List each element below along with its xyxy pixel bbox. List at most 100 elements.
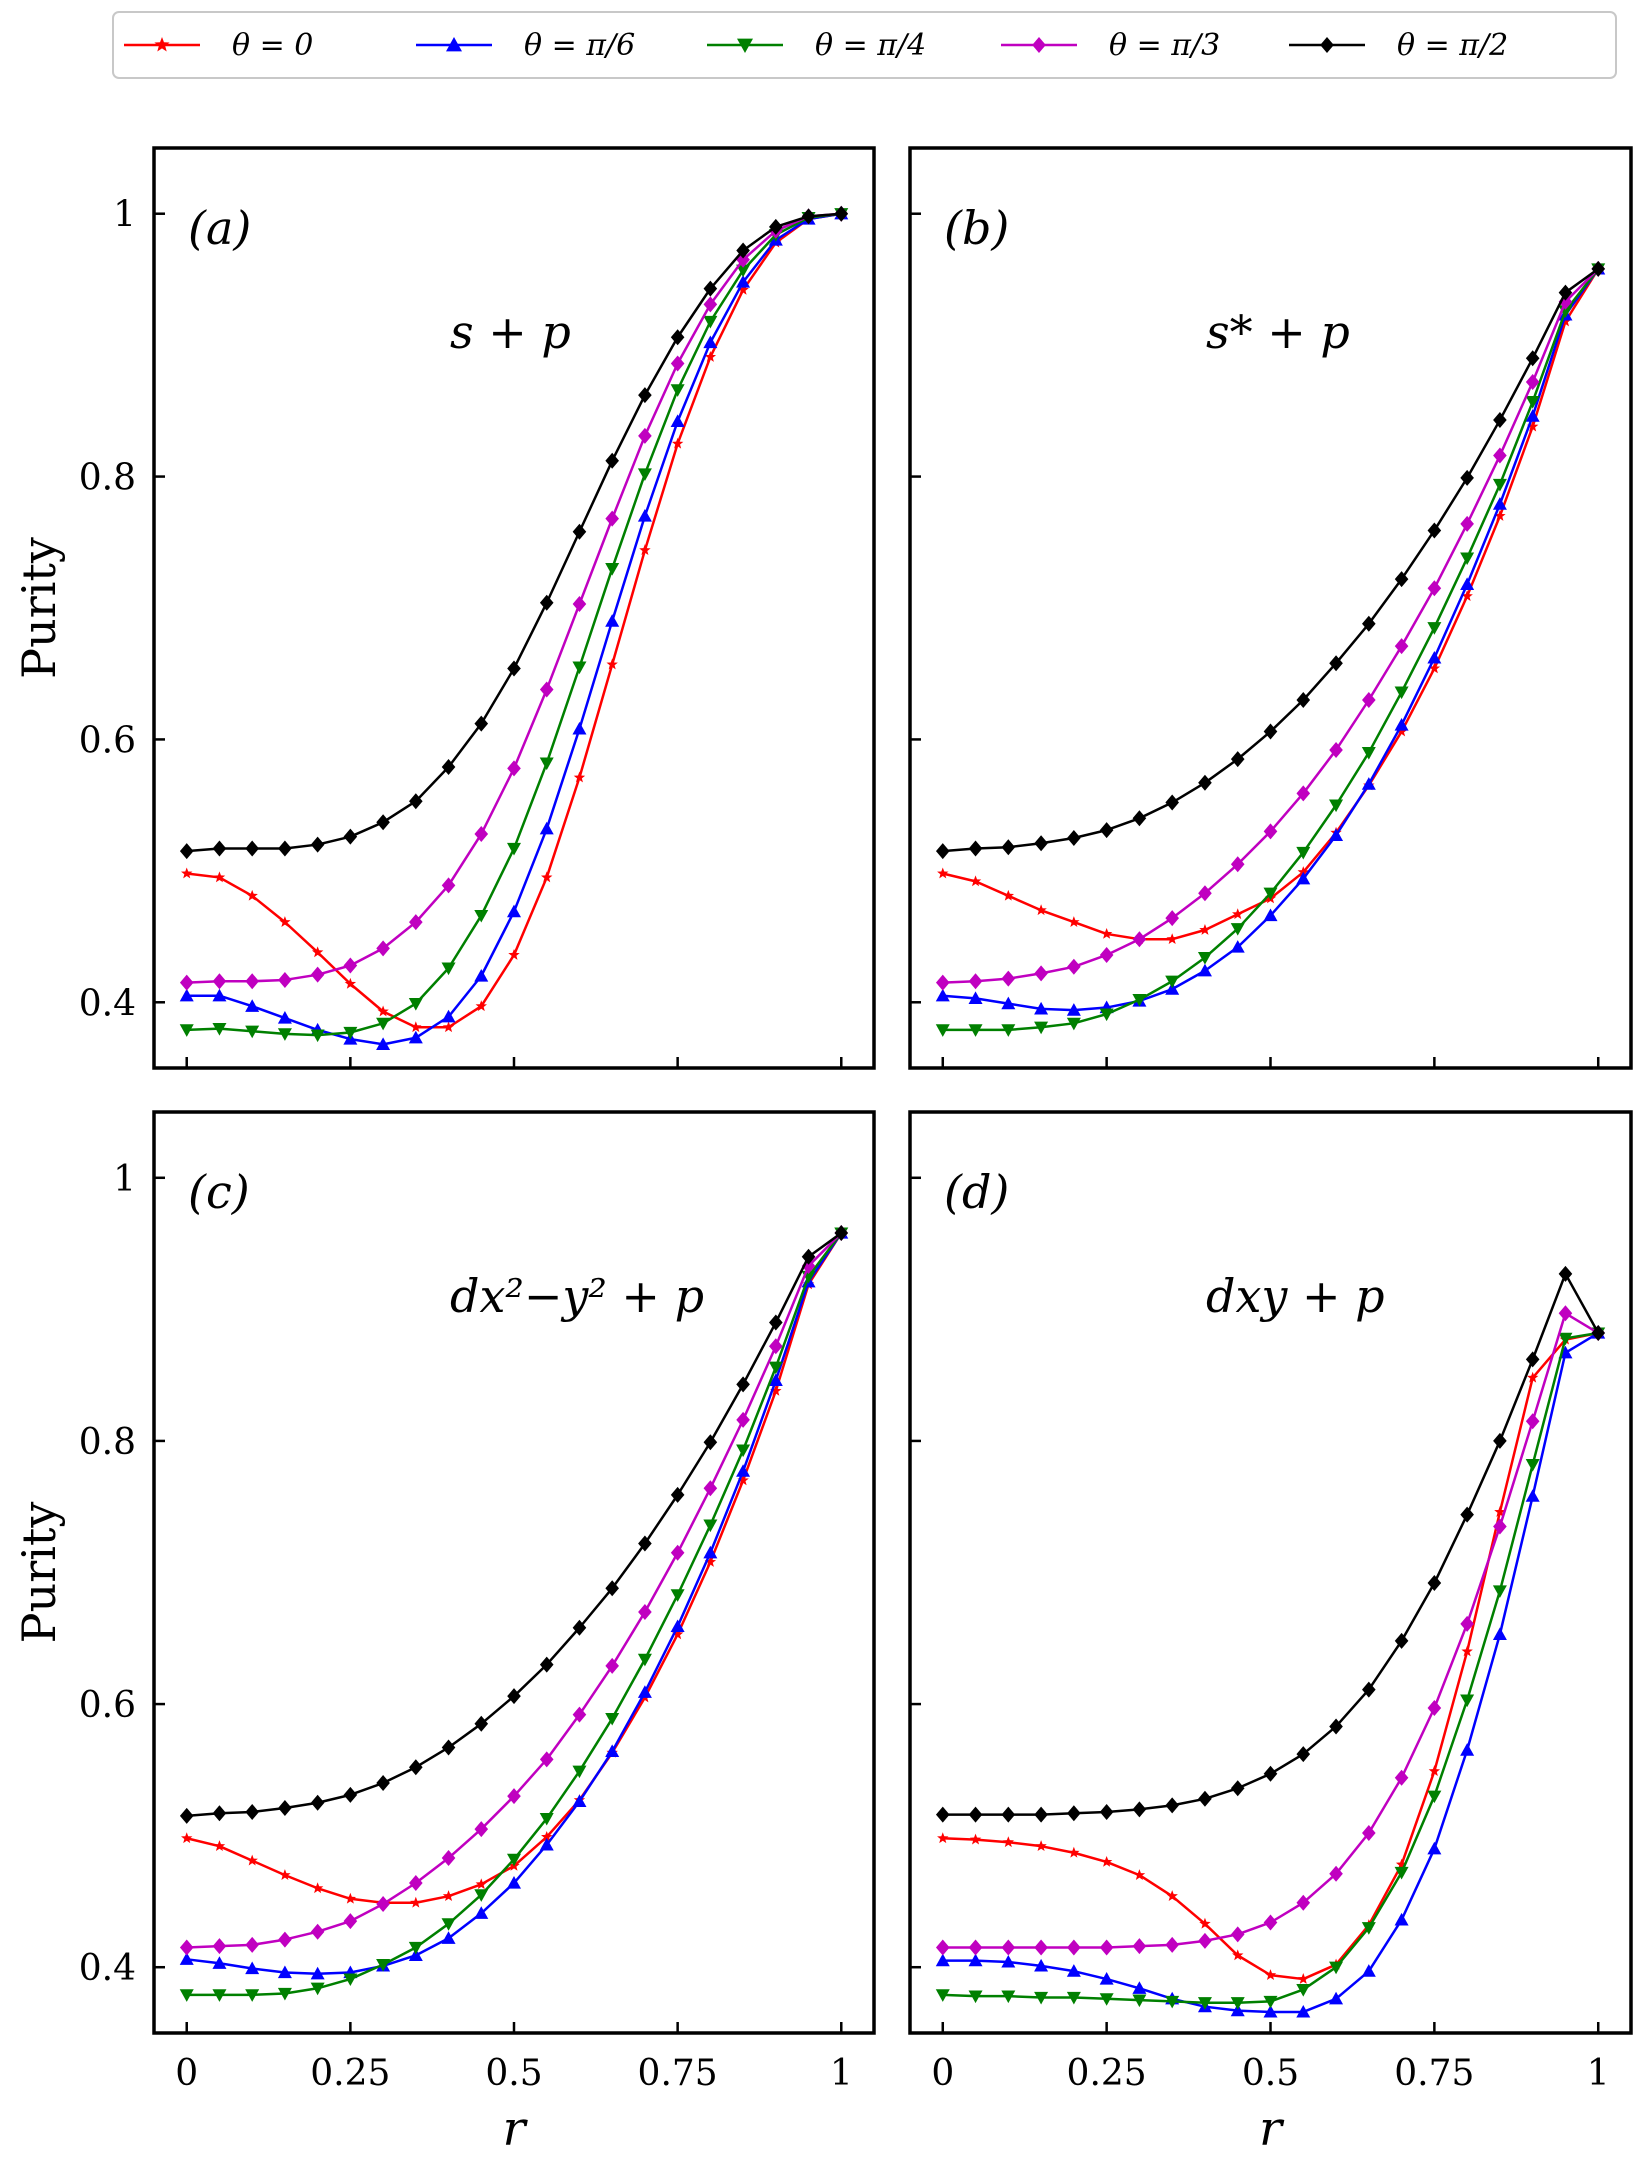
data-point: [212, 1938, 227, 1955]
data-point: [573, 771, 586, 783]
data-point: [539, 594, 554, 611]
data-point: [1460, 1615, 1474, 1632]
data-point: [1067, 1939, 1081, 1956]
data-point: [801, 208, 816, 225]
data-point: [572, 1794, 587, 1808]
data-point: [1558, 1305, 1573, 1322]
data-point: [737, 1474, 749, 1486]
data-point: [179, 1807, 194, 1824]
data-point: [1068, 916, 1080, 927]
data-point: [1034, 1021, 1049, 1035]
data-point: [1559, 315, 1572, 327]
data-point: [278, 971, 292, 988]
data-point: [1001, 970, 1016, 987]
data-point: [1197, 1997, 1212, 2010]
data-point: [409, 793, 423, 810]
data-point: [1099, 1972, 1114, 1985]
data-point: [670, 329, 685, 346]
data-point: [1460, 1694, 1475, 1708]
data-point: [1460, 552, 1475, 566]
data-point: [1493, 412, 1507, 429]
data-point: [1165, 1936, 1179, 1953]
data-point: [1296, 1894, 1311, 1911]
data-point: [1525, 350, 1540, 367]
series: [935, 263, 1606, 1037]
data-point: [1460, 577, 1475, 590]
data-point: [1362, 1681, 1376, 1698]
data-point: [376, 814, 390, 831]
legend-entry: θ = π/6: [416, 28, 635, 63]
data-point: [703, 1480, 718, 1497]
data-point: [1197, 952, 1212, 965]
data-point: [539, 821, 554, 835]
data-point: [572, 721, 587, 735]
data-point: [1525, 373, 1540, 390]
data-point: [1198, 1932, 1212, 1949]
data-point: [1525, 409, 1540, 422]
data-point: [1460, 1743, 1475, 1756]
data-point: [736, 242, 750, 259]
data-point: [638, 427, 652, 444]
data-point: [801, 1248, 816, 1265]
series-line: [942, 1272, 1600, 1816]
x-tick-label: 0: [175, 2053, 198, 2094]
data-point: [1263, 823, 1278, 840]
data-point: [507, 1876, 521, 1889]
data-point: [1001, 1954, 1016, 1968]
data-point: [441, 877, 456, 894]
data-point: [1035, 1840, 1047, 1852]
data-point: [1099, 822, 1114, 839]
data-point: [1362, 1825, 1376, 1842]
data-point: [1296, 785, 1311, 802]
data-point: [638, 1535, 652, 1552]
data-point: [278, 1800, 292, 1817]
data-point: [277, 1965, 292, 1979]
x-tick-label: 0: [931, 2053, 954, 2094]
data-point: [605, 1580, 619, 1597]
data-point: [1166, 1890, 1178, 1902]
data-point: [179, 1989, 194, 2002]
data-point: [968, 1024, 983, 1037]
data-point: [1066, 1991, 1081, 2005]
data-point: [408, 998, 423, 1011]
data-point: [1329, 828, 1344, 841]
data-point: [1297, 866, 1309, 878]
data-point: [1132, 1938, 1147, 1955]
data-point: [179, 1939, 194, 1956]
data-point: [703, 296, 718, 313]
data-point: [1001, 996, 1016, 1010]
data-point: [279, 1869, 291, 1880]
data-point: [1034, 1958, 1049, 1972]
data-point: [1165, 910, 1179, 927]
data-point: [507, 904, 521, 918]
data-point: [1100, 927, 1113, 939]
data-point: [736, 1411, 750, 1428]
data-point: [310, 836, 325, 853]
data-point: [277, 1987, 292, 2001]
data-point: [605, 1744, 620, 1758]
data-point: [1034, 1001, 1049, 1015]
data-point: [670, 1486, 685, 1503]
data-point: [605, 510, 619, 527]
data-point: [572, 1706, 587, 1723]
legend-label: θ = π/3: [1109, 28, 1220, 63]
data-point: [670, 384, 685, 397]
data-point: [408, 1941, 423, 1955]
data-point: [246, 1854, 258, 1866]
data-point: [768, 1361, 783, 1375]
data-point: [935, 988, 950, 1002]
data-point: [1232, 1949, 1244, 1961]
data-point: [1427, 1700, 1442, 1717]
data-point: [474, 1821, 489, 1838]
data-point: [474, 1906, 489, 1919]
data-point: [179, 843, 194, 860]
data-point: [1427, 622, 1442, 635]
data-point: [343, 1913, 358, 1930]
data-point: [1230, 1926, 1245, 1943]
legend-marker: [446, 37, 462, 52]
data-point: [572, 1619, 587, 1636]
data-point: [539, 757, 554, 771]
data-point: [605, 562, 620, 576]
x-axis-label: r: [503, 2101, 529, 2157]
data-point: [410, 1896, 422, 1908]
